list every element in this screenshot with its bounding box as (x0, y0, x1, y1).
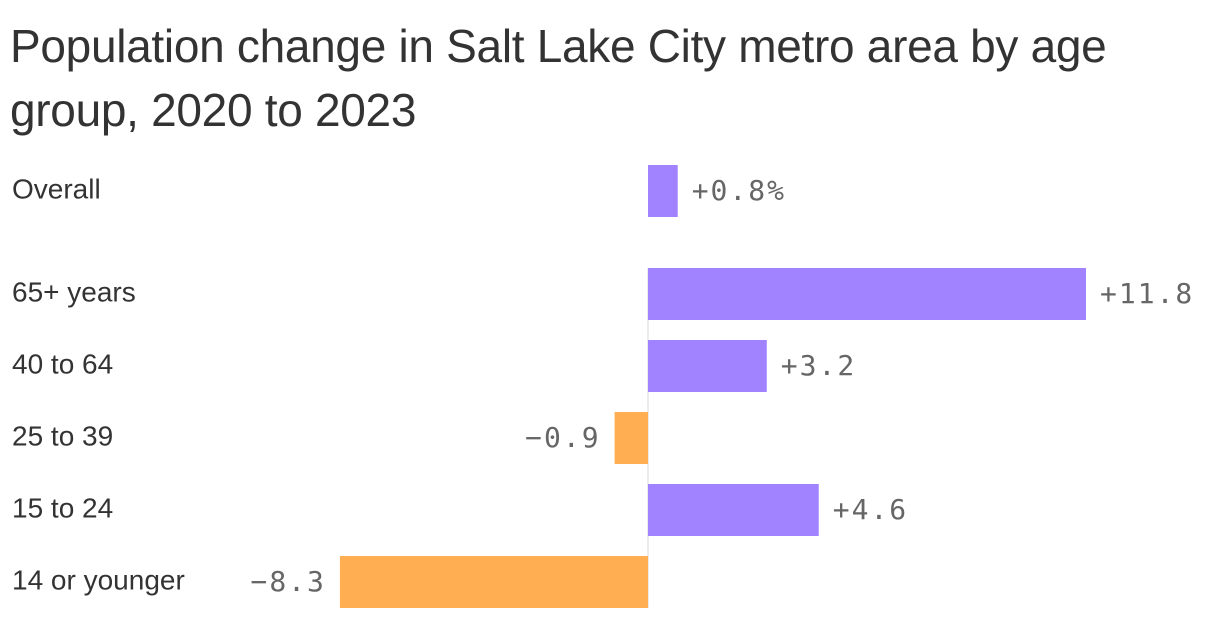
value-label-65plus-years: +11.8 (1100, 277, 1194, 310)
chart-title: Population change in Salt Lake City metr… (10, 20, 1107, 136)
bar-65plus-years (648, 268, 1086, 320)
bar-14-or-younger (339, 556, 648, 608)
value-label-14-or-younger: −8.3 (250, 565, 325, 598)
category-label-25-to-39: 25 to 39 (12, 420, 113, 451)
bar-15-to-24 (648, 484, 819, 536)
value-label-40-to-64: +3.2 (781, 349, 856, 382)
category-label-40-to-64: 40 to 64 (12, 348, 113, 379)
category-label-15-to-24: 15 to 24 (12, 492, 113, 523)
category-label-14-or-younger: 14 or younger (12, 564, 185, 595)
category-label-65plus-years: 65+ years (12, 276, 136, 307)
bar-25-to-39 (614, 412, 648, 464)
value-label-overall: +0.8% (692, 174, 786, 207)
value-label-15-to-24: +4.6 (833, 493, 908, 526)
bar-overall (648, 165, 678, 217)
value-label-25-to-39: −0.9 (525, 421, 600, 454)
bars-layer: Overall +0.8% 65+ years +11.8 40 to 64 +3.2 25… (12, 165, 1194, 608)
bar-40-to-64 (648, 340, 767, 392)
category-label-overall: Overall (12, 173, 101, 204)
